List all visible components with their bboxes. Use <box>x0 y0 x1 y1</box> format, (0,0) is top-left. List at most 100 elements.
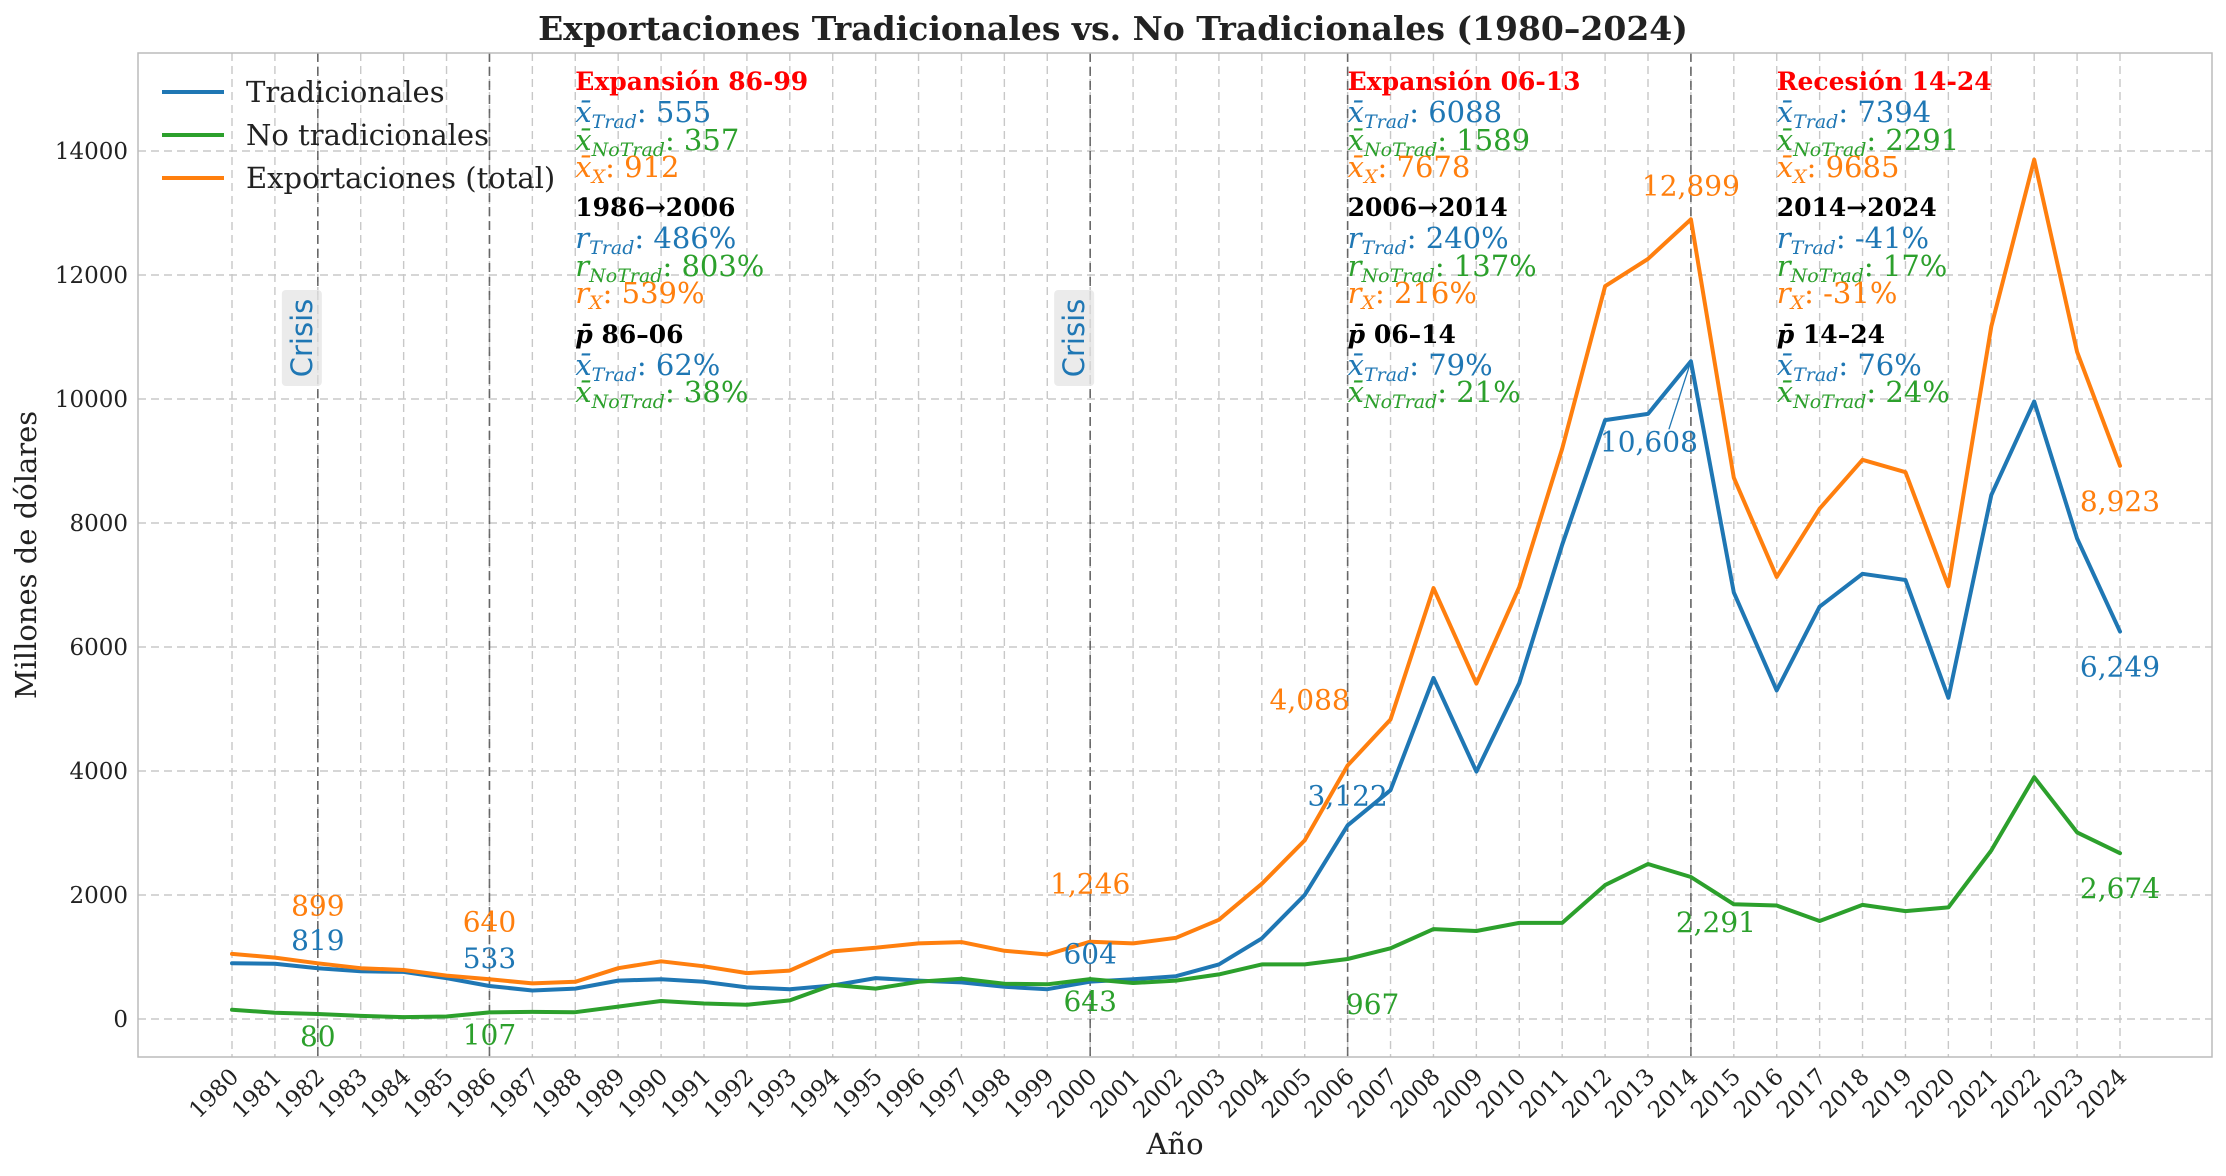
x-tick-label: 1998 <box>957 1064 1017 1124</box>
point-label: 80 <box>300 1020 336 1053</box>
x-tick-label: 2007 <box>1343 1064 1403 1124</box>
x-tick-label: 1981 <box>227 1064 287 1124</box>
x-tick-label: 1982 <box>270 1064 330 1124</box>
annotation-heading: Expansión 06-13 <box>1348 67 1581 96</box>
annotation-share-heading: p̄ 86–06 <box>575 320 683 349</box>
point-label: 967 <box>1346 988 1399 1021</box>
x-tick-label: 2017 <box>1772 1064 1832 1124</box>
x-tick-label: 1980 <box>184 1064 244 1124</box>
annotation-line: rTrad: -41% <box>1777 221 1929 259</box>
x-tick-label: 1988 <box>528 1064 588 1124</box>
point-label: 3,122 <box>1308 779 1388 812</box>
series-lines <box>230 157 2122 1020</box>
x-tick-label: 2006 <box>1300 1064 1360 1124</box>
x-tick-label: 1999 <box>1000 1064 1060 1124</box>
crisis-label: Crisis <box>285 299 319 378</box>
x-tick-label: 2023 <box>2030 1064 2090 1124</box>
y-tick-label: 10000 <box>55 387 128 413</box>
point-label: 6,249 <box>2080 651 2160 684</box>
x-tick-label: 2000 <box>1043 1064 1103 1124</box>
x-tick-label: 1989 <box>571 1064 631 1124</box>
point-label: 533 <box>463 942 516 975</box>
annotation-line: rX: 539% <box>575 276 704 314</box>
legend-label: Tradicionales <box>246 75 445 109</box>
x-axis-label: Año <box>1145 1127 1203 1161</box>
point-label: 2,291 <box>1676 906 1756 939</box>
annotation-line: x̄Trad: 7394 <box>1777 95 1931 133</box>
annotation-heading: Expansión 86-99 <box>575 67 808 96</box>
annotation-growth-heading: 2014→2024 <box>1777 193 1937 222</box>
x-tick-label: 1994 <box>785 1064 845 1124</box>
x-tick-label: 2015 <box>1686 1064 1746 1124</box>
point-label: 4,088 <box>1270 684 1350 717</box>
crisis-label-box <box>281 290 322 386</box>
point-label: 819 <box>291 924 344 957</box>
series-line <box>230 775 2122 1020</box>
point-label: 643 <box>1063 985 1116 1018</box>
point-label: 604 <box>1063 938 1116 971</box>
x-tick-label: 1990 <box>614 1064 674 1124</box>
y-tick-label: 12000 <box>55 263 128 289</box>
x-tick-label: 2022 <box>1987 1064 2047 1124</box>
leader-line <box>1668 361 1692 430</box>
x-tick-label: 1995 <box>828 1064 888 1124</box>
annotation-line: x̄NoTrad: 21% <box>1348 375 1521 413</box>
x-tick-label: 2013 <box>1600 1064 1660 1124</box>
annotation-line: rNoTrad: 137% <box>1348 249 1537 287</box>
x-axis-ticks: 1980198119821983198419851986198719881989… <box>184 1064 2132 1124</box>
annotation-line: x̄NoTrad: 1589 <box>1348 123 1530 161</box>
annotation-line: x̄Trad: 6088 <box>1348 95 1502 133</box>
x-tick-label: 2005 <box>1257 1064 1317 1124</box>
annotation-line: rNoTrad: 17% <box>1777 249 1948 287</box>
crisis-label: Crisis <box>1057 299 1091 378</box>
annotation-growth-heading: 1986→2006 <box>575 193 735 222</box>
annotation-line: x̄NoTrad: 38% <box>575 375 748 413</box>
plot-frame <box>137 52 2213 1058</box>
series-line <box>230 157 2122 986</box>
y-tick-label: 14000 <box>55 139 128 165</box>
y-tick-label: 4000 <box>69 759 128 785</box>
y-tick-label: 0 <box>113 1007 128 1033</box>
x-tick-label: 2008 <box>1386 1064 1446 1124</box>
x-tick-label: 2003 <box>1171 1064 1231 1124</box>
x-tick-label: 1986 <box>442 1064 502 1124</box>
point-label: 10,608 <box>1600 425 1698 458</box>
chart-title: Exportaciones Tradicionales vs. No Tradi… <box>538 9 1688 48</box>
grid <box>138 53 2212 1057</box>
annotation-line: rNoTrad: 803% <box>575 249 764 287</box>
annotation-line: rTrad: 240% <box>1348 221 1509 259</box>
x-tick-label: 1993 <box>742 1064 802 1124</box>
point-label: 899 <box>291 889 344 922</box>
annotation-line: x̄Trad: 62% <box>575 348 720 386</box>
x-tick-label: 2018 <box>1815 1064 1875 1124</box>
point-label: 8,923 <box>2080 485 2160 518</box>
annotation-line: rX: -31% <box>1777 276 1898 314</box>
x-tick-label: 2004 <box>1214 1064 1274 1124</box>
annotation-line: x̄NoTrad: 24% <box>1777 375 1950 413</box>
annotation-line: x̄Trad: 76% <box>1777 348 1922 386</box>
x-tick-label: 2010 <box>1472 1064 1532 1124</box>
series-line <box>230 359 2122 993</box>
x-tick-label: 1987 <box>485 1064 545 1124</box>
y-tick-label: 6000 <box>69 635 128 661</box>
y-tick-label: 8000 <box>69 511 128 537</box>
x-tick-label: 2020 <box>1901 1064 1961 1124</box>
annotation-line: x̄Trad: 79% <box>1348 348 1493 386</box>
x-tick-label: 1997 <box>914 1064 974 1124</box>
annotation-line: x̄Trad: 555 <box>575 95 711 133</box>
x-tick-label: 1991 <box>656 1064 716 1124</box>
annotation-line: rTrad: 486% <box>575 221 736 259</box>
point-label: 1,246 <box>1050 868 1130 901</box>
point-label: 2,674 <box>2080 872 2160 905</box>
annotation-line: x̄NoTrad: 2291 <box>1777 123 1959 161</box>
x-tick-label: 1983 <box>313 1064 373 1124</box>
annotation-growth-heading: 2006→2014 <box>1348 193 1508 222</box>
annotation-line: x̄X: 7678 <box>1348 150 1471 188</box>
x-tick-label: 2024 <box>2072 1064 2132 1124</box>
annotation-line: x̄NoTrad: 357 <box>575 123 739 161</box>
point-label: 640 <box>463 905 516 938</box>
y-axis-ticks: 0 2000 4000 6000 8000 10000 12000 14000 <box>55 139 128 1033</box>
